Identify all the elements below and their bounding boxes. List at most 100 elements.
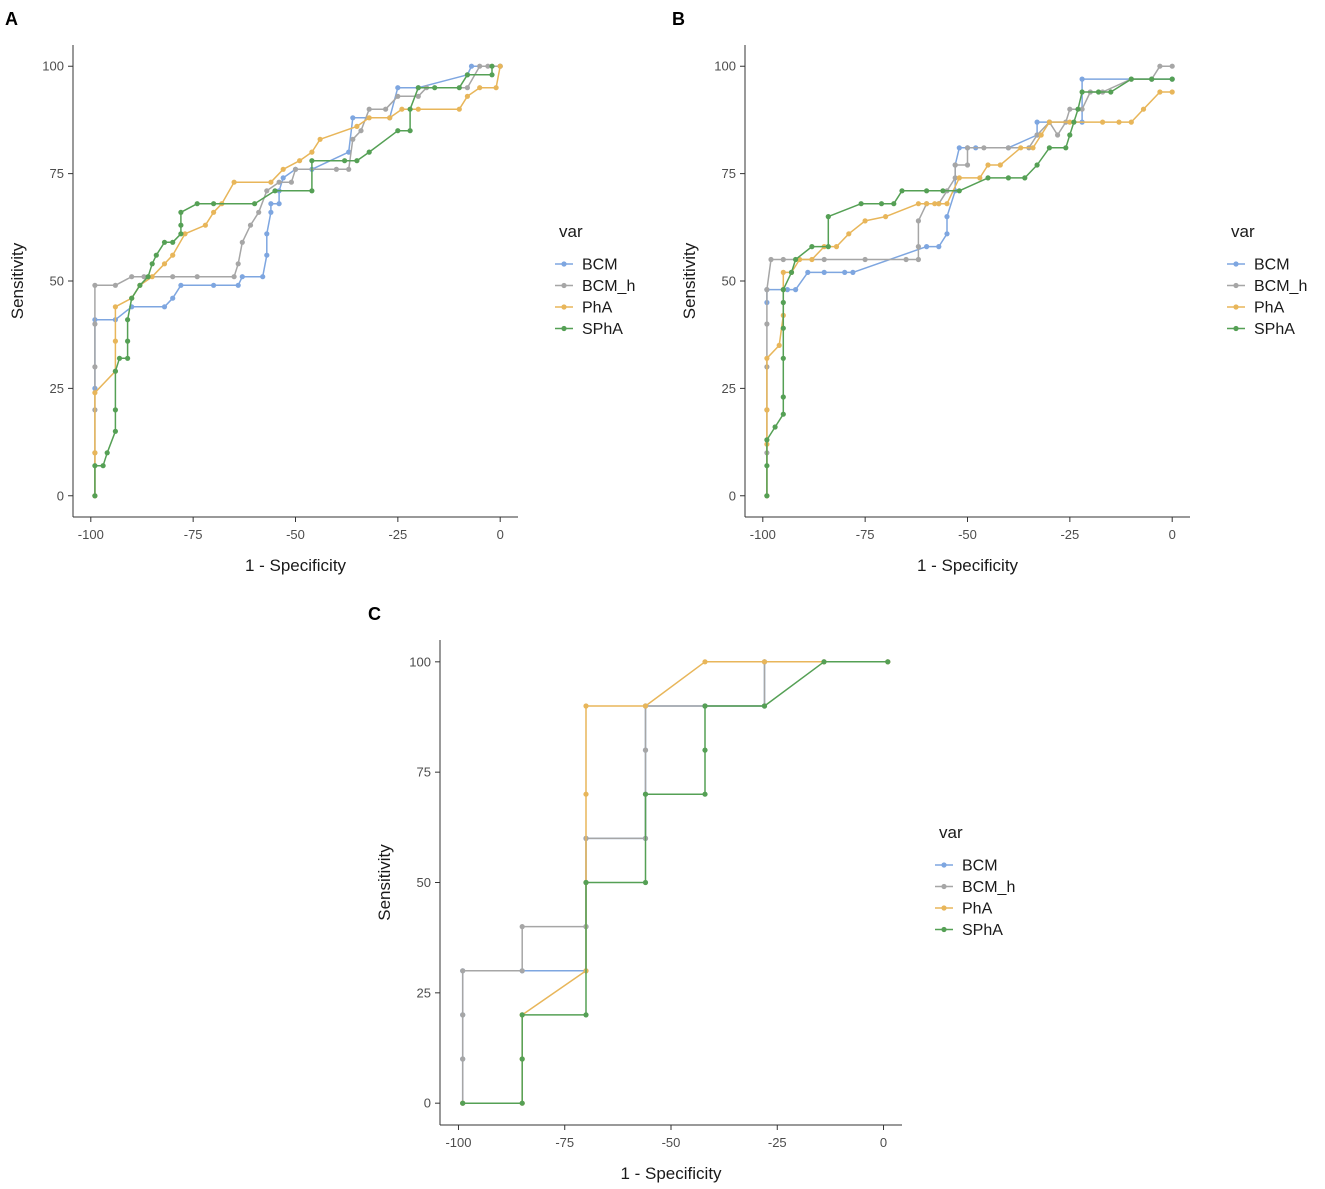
data-point xyxy=(821,269,827,275)
x-tick-label: -50 xyxy=(958,527,977,542)
data-point xyxy=(780,355,786,361)
data-point xyxy=(268,209,274,215)
data-point xyxy=(415,85,421,91)
data-point xyxy=(932,201,938,207)
legend-key-point xyxy=(561,304,567,310)
data-point xyxy=(129,274,135,280)
x-tick-label: -75 xyxy=(856,527,875,542)
data-point xyxy=(276,179,282,185)
data-point xyxy=(981,145,987,151)
data-point xyxy=(1046,119,1052,125)
data-point xyxy=(1128,119,1134,125)
series-line xyxy=(94,65,501,389)
series-bcm-h xyxy=(764,63,1175,499)
data-point xyxy=(346,149,352,155)
data-point xyxy=(761,703,768,709)
data-point xyxy=(1079,76,1085,82)
data-point xyxy=(915,218,922,224)
data-point xyxy=(149,261,155,267)
legend-key-point xyxy=(561,261,567,267)
legend-key-point xyxy=(561,325,567,332)
data-point xyxy=(642,747,649,753)
data-point xyxy=(780,256,786,263)
data-point xyxy=(985,175,991,181)
data-point xyxy=(764,355,770,361)
data-point xyxy=(1149,76,1155,82)
data-point xyxy=(194,274,200,280)
y-tick-label: 75 xyxy=(417,765,431,780)
data-point xyxy=(885,659,891,665)
data-point xyxy=(964,162,971,168)
data-point xyxy=(342,158,348,164)
data-point xyxy=(956,175,962,181)
data-point xyxy=(489,63,495,69)
y-tick-label: 0 xyxy=(729,488,736,503)
data-point xyxy=(288,179,294,185)
legend-key-point xyxy=(1233,282,1239,289)
chart-panel-b: B 0 25 50 75 100 -100 -75 -50 -25 0 1 - Specificity… xyxy=(672,9,1307,575)
data-point xyxy=(252,201,258,207)
data-point xyxy=(493,85,499,91)
data-point xyxy=(477,85,483,91)
panel-letter: A xyxy=(5,9,18,29)
data-point xyxy=(268,201,274,207)
data-point xyxy=(145,274,151,280)
y-tick-label: 100 xyxy=(409,654,431,669)
legend-label: SPhA xyxy=(1254,321,1295,338)
data-point xyxy=(170,295,176,301)
data-point xyxy=(1140,106,1147,112)
series-line xyxy=(766,78,1173,496)
data-point xyxy=(784,287,791,293)
data-point xyxy=(92,463,98,469)
data-point xyxy=(170,252,176,258)
data-point xyxy=(292,166,299,172)
y-axis-title: Sensitivity xyxy=(680,242,699,319)
data-point xyxy=(903,256,909,263)
panel-letter: B xyxy=(672,9,685,29)
data-point xyxy=(383,106,389,112)
data-point xyxy=(264,188,270,194)
data-point xyxy=(92,390,98,396)
data-point xyxy=(161,261,168,267)
data-point xyxy=(1157,89,1163,95)
data-point xyxy=(764,287,770,293)
data-point xyxy=(780,287,786,293)
data-point xyxy=(182,231,188,237)
data-point xyxy=(780,325,786,331)
y-tick-label: 100 xyxy=(714,59,736,74)
data-point xyxy=(809,256,815,263)
data-point xyxy=(702,659,708,665)
data-point xyxy=(1038,132,1044,138)
data-point xyxy=(92,364,98,370)
data-point xyxy=(899,188,905,194)
data-point xyxy=(952,175,958,181)
data-point xyxy=(1067,132,1073,138)
data-point xyxy=(977,175,983,181)
data-point xyxy=(878,201,885,207)
y-axis-title: Sensitivity xyxy=(375,844,394,921)
data-point xyxy=(112,282,118,288)
data-point xyxy=(821,256,827,263)
data-point xyxy=(366,115,372,121)
data-point xyxy=(407,128,413,134)
data-point xyxy=(944,214,950,220)
x-axis-title: 1 - Specificity xyxy=(620,1164,722,1183)
data-point xyxy=(1071,119,1077,125)
series-bcm xyxy=(92,63,503,391)
data-point xyxy=(276,201,282,207)
data-point xyxy=(395,128,401,134)
chart-panel-a: A 0 25 50 75 100 -100 -75 -50 -25 0 1 - Specificity… xyxy=(5,9,635,575)
data-point xyxy=(256,209,262,215)
data-point xyxy=(112,407,118,413)
data-point xyxy=(821,659,827,665)
data-point xyxy=(702,747,708,753)
data-point xyxy=(519,1100,525,1106)
data-point xyxy=(825,214,831,220)
data-point xyxy=(702,791,708,797)
data-point xyxy=(460,1012,466,1018)
data-point xyxy=(497,63,503,69)
data-point xyxy=(149,274,155,280)
data-point xyxy=(862,256,868,263)
data-point xyxy=(112,304,118,310)
